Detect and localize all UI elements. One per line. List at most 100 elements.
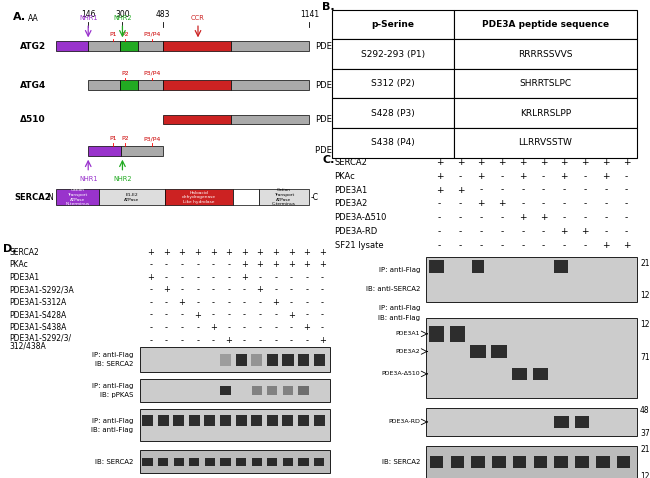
Text: +: +	[623, 240, 630, 250]
Text: RRRRSSVVS: RRRRSSVVS	[518, 50, 573, 58]
Text: -: -	[500, 240, 504, 250]
Bar	[231, 42, 309, 51]
Text: PDE3A peptide sequence: PDE3A peptide sequence	[482, 20, 609, 29]
Bar	[205, 415, 215, 426]
Text: +: +	[257, 285, 263, 294]
Text: +: +	[478, 172, 485, 181]
Text: PDE3A2: PDE3A2	[395, 349, 420, 354]
Text: 123: 123	[640, 291, 650, 300]
Bar	[140, 450, 330, 473]
Text: -: -	[625, 185, 629, 195]
Text: -: -	[212, 311, 214, 320]
Bar	[56, 189, 99, 205]
Text: -: -	[165, 273, 168, 282]
Bar	[596, 456, 610, 467]
Text: +: +	[319, 248, 326, 257]
Text: SF21 lysate: SF21 lysate	[335, 240, 384, 250]
Text: -: -	[274, 285, 277, 294]
Text: D.: D.	[3, 244, 17, 254]
Bar	[512, 368, 528, 380]
Text: SHRRTSLPC: SHRRTSLPC	[519, 79, 571, 88]
Text: 123: 123	[640, 472, 650, 478]
Text: +: +	[194, 248, 201, 257]
Text: +: +	[457, 158, 464, 167]
Text: PDE3A1: PDE3A1	[315, 42, 348, 51]
Text: +: +	[436, 185, 443, 195]
Text: -: -	[625, 213, 629, 222]
Text: -: -	[542, 172, 545, 181]
Text: IB: SERCA2: IB: SERCA2	[95, 459, 133, 465]
Text: -: -	[227, 298, 230, 307]
Text: -: -	[604, 199, 608, 208]
Text: +: +	[519, 172, 526, 181]
Text: KRLRRSLPP: KRLRRSLPP	[520, 109, 571, 118]
Text: -: -	[165, 336, 168, 345]
Text: +: +	[272, 260, 279, 269]
Text: -: -	[274, 336, 277, 345]
Text: P2: P2	[122, 136, 129, 141]
Bar	[298, 415, 309, 426]
Text: -: -	[259, 323, 261, 332]
Text: -: -	[196, 323, 199, 332]
Text: C.: C.	[322, 154, 335, 164]
Text: -: -	[196, 336, 199, 345]
Text: -: -	[321, 298, 324, 307]
Text: B.: B.	[322, 2, 335, 12]
Text: A.: A.	[13, 12, 26, 22]
Text: -: -	[181, 323, 183, 332]
Text: +: +	[457, 185, 464, 195]
Bar	[426, 318, 637, 398]
Bar	[429, 261, 445, 273]
Text: -: -	[181, 260, 183, 269]
Bar	[471, 345, 486, 358]
Bar	[429, 326, 445, 342]
Text: +: +	[226, 336, 232, 345]
Text: P1: P1	[109, 136, 117, 141]
Text: +: +	[436, 158, 443, 167]
Text: -: -	[306, 285, 308, 294]
Text: PDE3A1: PDE3A1	[335, 185, 368, 195]
Bar	[236, 415, 246, 426]
Text: -: -	[290, 285, 292, 294]
Text: -: -	[150, 336, 152, 345]
Text: Haloacid
dehydrogenase
Like hydrolase: Haloacid dehydrogenase Like hydrolase	[182, 191, 216, 204]
Text: -: -	[196, 260, 199, 269]
Text: Cation
Transport
ATPase
N-terminus: Cation Transport ATPase N-terminus	[65, 188, 90, 206]
Bar	[252, 415, 262, 426]
Text: -: -	[165, 323, 168, 332]
Bar	[473, 261, 484, 273]
Bar	[450, 456, 464, 467]
Text: E1-E2
ATPase: E1-E2 ATPase	[124, 193, 140, 202]
Text: +: +	[602, 158, 610, 167]
Text: -: -	[625, 172, 629, 181]
Bar	[266, 354, 278, 366]
Text: PKAc: PKAc	[10, 260, 29, 269]
Text: +: +	[436, 172, 443, 181]
Text: -: -	[459, 213, 462, 222]
Text: -: -	[306, 298, 308, 307]
Text: 37: 37	[640, 429, 650, 438]
Text: NHR2: NHR2	[113, 175, 132, 182]
Text: -: -	[438, 240, 441, 250]
Bar	[298, 458, 309, 466]
Text: -: -	[625, 227, 629, 236]
Bar	[252, 458, 262, 466]
Bar	[174, 415, 184, 426]
Text: -: -	[150, 260, 152, 269]
Bar	[283, 458, 293, 466]
Text: +: +	[288, 248, 294, 257]
Text: -: -	[459, 227, 462, 236]
Text: -: -	[521, 199, 525, 208]
Bar	[534, 456, 547, 467]
Text: -: -	[243, 298, 246, 307]
Text: -: -	[480, 185, 483, 195]
Text: -: -	[321, 285, 324, 294]
Text: PDE3A1-S438A: PDE3A1-S438A	[10, 323, 67, 332]
Text: -: -	[212, 260, 214, 269]
Text: -: -	[290, 298, 292, 307]
Text: NHR2: NHR2	[113, 15, 132, 21]
Text: PDE3A-Δ510: PDE3A-Δ510	[335, 213, 387, 222]
Text: -: -	[604, 227, 608, 236]
Text: P3/P4: P3/P4	[143, 136, 161, 141]
Text: -: -	[321, 311, 324, 320]
